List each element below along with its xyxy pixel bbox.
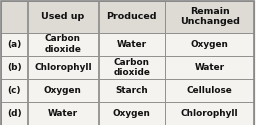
Bar (99, 56, 165, 79)
Bar (28, 32, 98, 56)
Bar (165, 1, 254, 32)
Text: Chlorophyll: Chlorophyll (181, 109, 239, 118)
Text: Oxygen: Oxygen (191, 40, 229, 49)
Bar (28, 1, 98, 32)
Text: Carbon
dioxide: Carbon dioxide (44, 34, 81, 54)
Bar (1, 79, 27, 102)
Text: Starch: Starch (115, 86, 148, 95)
Text: (b): (b) (7, 63, 22, 72)
Text: Chlorophyll: Chlorophyll (34, 63, 92, 72)
Text: Water: Water (195, 63, 225, 72)
Bar (99, 32, 165, 56)
Text: (c): (c) (7, 86, 21, 95)
Text: (a): (a) (7, 40, 21, 49)
Text: Used up: Used up (41, 12, 84, 21)
Bar (99, 102, 165, 125)
Text: Carbon
dioxide: Carbon dioxide (113, 58, 150, 77)
Text: (d): (d) (7, 109, 22, 118)
Bar (1, 56, 27, 79)
Bar (165, 79, 254, 102)
Bar (99, 1, 165, 32)
Text: Oxygen: Oxygen (113, 109, 151, 118)
Text: Cellulose: Cellulose (187, 86, 232, 95)
Bar (1, 102, 27, 125)
Text: Water: Water (48, 109, 78, 118)
Text: Water: Water (116, 40, 147, 49)
Bar (165, 32, 254, 56)
Bar (28, 102, 98, 125)
Text: Produced: Produced (106, 12, 157, 21)
Bar (28, 79, 98, 102)
Text: Remain
Unchanged: Remain Unchanged (180, 7, 240, 26)
Bar (165, 102, 254, 125)
Bar (1, 32, 27, 56)
Bar (99, 79, 165, 102)
Text: Oxygen: Oxygen (44, 86, 82, 95)
Bar (1, 1, 27, 32)
Bar (28, 56, 98, 79)
Bar (165, 56, 254, 79)
